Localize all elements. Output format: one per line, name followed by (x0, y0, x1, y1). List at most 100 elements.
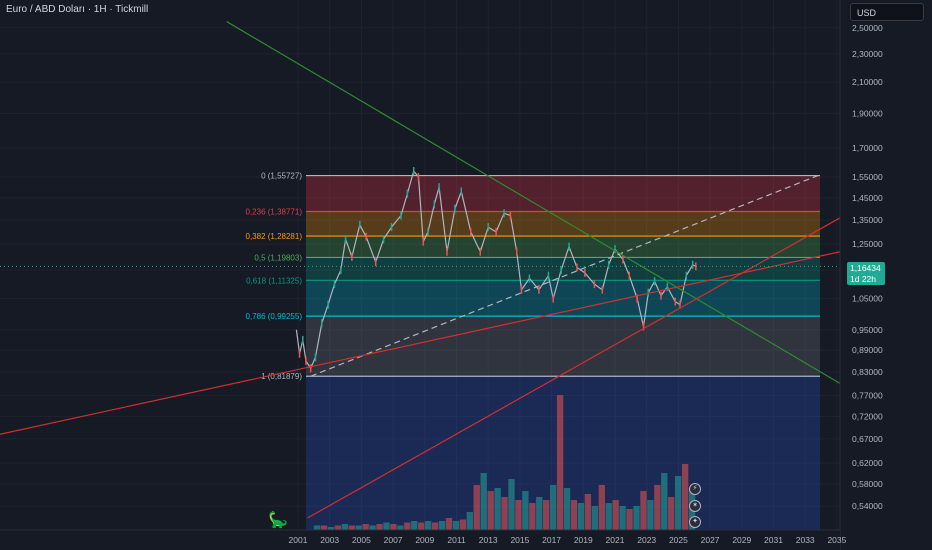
fib-zone (306, 211, 820, 237)
volume-bar (341, 524, 348, 530)
volume-bar (452, 521, 460, 530)
fib-level-label: 0,618 (1,11325) (246, 276, 302, 285)
volume-bar (549, 485, 557, 530)
volume-bar (390, 524, 397, 530)
x-tick-label: 2033 (796, 535, 815, 545)
volume-bar (674, 476, 682, 530)
y-tick-label: 0,89000 (852, 345, 883, 355)
volume-bar (591, 506, 599, 530)
volume-bar (647, 500, 654, 530)
y-tick-label: 1,70000 (852, 143, 883, 153)
volume-bar (445, 518, 453, 530)
trend-line (307, 217, 841, 519)
y-tick-label: 0,67000 (852, 434, 883, 444)
time-axis-ticks: 2001 2003 2005 2007 2009 2011 2013 2015 2017 2019… (289, 535, 847, 545)
volume-bar (556, 395, 564, 530)
volume-bar (633, 506, 640, 530)
fib-level-label: 0,5 (1,19803) (254, 253, 302, 262)
x-tick-label: 2029 (732, 535, 751, 545)
volume-bar (362, 524, 369, 530)
bar-countdown: 1d 22h (850, 274, 876, 284)
volume-bar (466, 512, 473, 530)
volume-bar (418, 522, 425, 530)
volume-bar (313, 525, 321, 530)
dinosaur-logo-icon[interactable]: 🦕 (268, 512, 288, 529)
price-series (295, 167, 697, 373)
x-tick-label: 2025 (669, 535, 688, 545)
fibonacci-labels: 0 (1,55727) 0,236 (1,38771) 0,382 (1,28281… (246, 172, 303, 382)
eu-flag-icon[interactable]: ✦ (689, 516, 701, 528)
volume-bar (612, 500, 619, 530)
volume-bar (480, 473, 487, 530)
y-tick-label: 1,45000 (852, 193, 883, 203)
symbol-title[interactable]: Euro / ABD Doları · 1H · Tickmill (6, 4, 149, 15)
y-tick-label: 2,50000 (852, 23, 883, 33)
volume-bar (543, 500, 550, 530)
y-tick-label: 0,83000 (852, 367, 883, 377)
volume-bar (369, 525, 376, 530)
volume-bar (577, 503, 585, 530)
y-tick-label: 1,55000 (852, 172, 883, 182)
y-tick-label: 0,62000 (852, 458, 883, 468)
y-tick-label: 0,72000 (852, 411, 883, 421)
fib-zone (306, 280, 820, 317)
volume-bar (424, 521, 432, 530)
volume-bar (563, 488, 571, 530)
volume-bar (431, 522, 439, 530)
fib-zone (306, 236, 820, 258)
x-tick-label: 2005 (352, 535, 371, 545)
fib-level-label: 0 (1,55727) (261, 172, 302, 181)
y-tick-label: 1,25000 (852, 239, 883, 249)
trend-line (0, 251, 841, 435)
fib-level-label: 1 (0,81879) (261, 372, 302, 381)
volume-bar (619, 506, 626, 530)
volume-bar (522, 491, 529, 530)
volume-bar (473, 485, 480, 530)
y-tick-label: 1,35000 (852, 215, 883, 225)
lightning-icon[interactable]: ⚡ (689, 483, 701, 495)
y-tick-label: 0,58000 (852, 479, 883, 489)
y-tick-label: 1,05000 (852, 294, 883, 304)
volume-bar (376, 524, 383, 530)
x-tick-label: 2007 (384, 535, 403, 545)
volume-bar (487, 491, 494, 530)
y-tick-label: 1,90000 (852, 108, 883, 118)
x-tick-label: 2035 (827, 535, 846, 545)
x-tick-label: 2031 (764, 535, 783, 545)
volume-bar (438, 521, 446, 530)
volume-bar (668, 497, 675, 530)
fib-zone (306, 316, 820, 377)
volume-bar (605, 503, 612, 530)
fib-level-label: 0,786 (0,99255) (246, 312, 303, 321)
volume-bar (529, 503, 536, 530)
current-price-value: 1,16434 (850, 263, 881, 273)
currency-button[interactable]: USD (850, 3, 924, 21)
volume-bar (348, 525, 355, 530)
volume-bar (515, 500, 522, 530)
y-tick-label: 2,10000 (852, 77, 883, 87)
y-tick-label: 0,95000 (852, 325, 883, 335)
volume-bar (404, 522, 411, 530)
x-tick-label: 2021 (606, 535, 625, 545)
volume-bar (334, 525, 342, 530)
volume-bar (397, 525, 404, 530)
x-tick-label: 2015 (510, 535, 529, 545)
volume-bar (681, 464, 689, 530)
volume-bar (661, 473, 668, 530)
x-tick-label: 2019 (574, 535, 593, 545)
x-tick-label: 2001 (289, 535, 308, 545)
fib-zone (306, 257, 820, 281)
fibonacci-levels[interactable] (306, 174, 820, 377)
x-tick-label: 2009 (415, 535, 434, 545)
trend-line (226, 21, 841, 385)
trend-lines[interactable] (0, 21, 841, 519)
x-tick-label: 2027 (701, 535, 720, 545)
volume-bar (383, 522, 390, 530)
us-flag-icon[interactable]: ✶ (689, 500, 701, 512)
x-tick-label: 2017 (542, 535, 561, 545)
current-price-label: 1,16434 1d 22h (847, 262, 885, 285)
time-scale[interactable] (0, 530, 840, 550)
volume-bar (626, 509, 633, 530)
